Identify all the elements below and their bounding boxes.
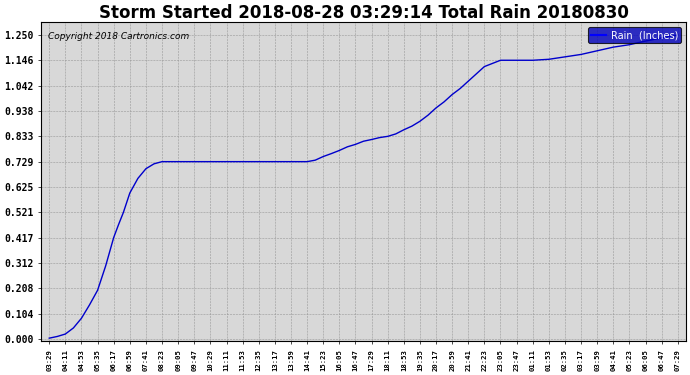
Legend: Rain  (Inches): Rain (Inches)	[589, 27, 681, 43]
Title: Storm Started 2018-08-28 03:29:14 Total Rain 20180830: Storm Started 2018-08-28 03:29:14 Total …	[99, 4, 629, 22]
Text: Copyright 2018 Cartronics.com: Copyright 2018 Cartronics.com	[48, 32, 189, 41]
